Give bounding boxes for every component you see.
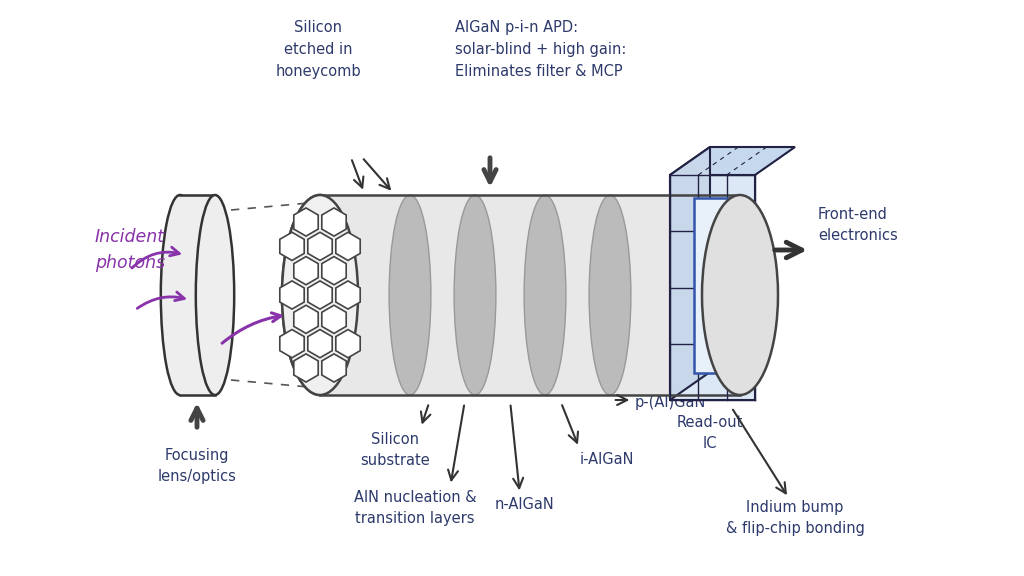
- Polygon shape: [670, 175, 755, 400]
- Text: n-AlGaN: n-AlGaN: [496, 497, 555, 512]
- Text: Front-end
electronics: Front-end electronics: [818, 207, 898, 243]
- Polygon shape: [280, 232, 304, 260]
- Polygon shape: [308, 281, 332, 309]
- Polygon shape: [294, 354, 318, 382]
- Ellipse shape: [196, 195, 234, 395]
- Polygon shape: [670, 147, 795, 175]
- Polygon shape: [336, 329, 360, 358]
- Text: i-AlGaN: i-AlGaN: [580, 452, 635, 467]
- Polygon shape: [670, 147, 710, 400]
- Polygon shape: [180, 195, 215, 395]
- Text: p-(Al)GaN: p-(Al)GaN: [635, 395, 707, 410]
- Polygon shape: [308, 329, 332, 358]
- Polygon shape: [294, 208, 318, 236]
- Polygon shape: [336, 232, 360, 260]
- Text: Read-out
IC: Read-out IC: [677, 415, 743, 451]
- Polygon shape: [336, 281, 360, 309]
- Ellipse shape: [389, 195, 431, 395]
- Polygon shape: [322, 256, 346, 285]
- Polygon shape: [322, 305, 346, 334]
- Text: Incident
photons: Incident photons: [95, 229, 165, 271]
- Ellipse shape: [161, 195, 200, 395]
- Polygon shape: [322, 354, 346, 382]
- Ellipse shape: [282, 195, 358, 395]
- Polygon shape: [294, 256, 318, 285]
- Polygon shape: [319, 195, 740, 395]
- Text: AlGaN p-i-n APD:
solar-blind + high gain:
Eliminates filter & MCP: AlGaN p-i-n APD: solar-blind + high gain…: [455, 20, 627, 79]
- Polygon shape: [280, 329, 304, 358]
- Text: Silicon
etched in
honeycomb: Silicon etched in honeycomb: [275, 20, 360, 79]
- Ellipse shape: [454, 195, 496, 395]
- Ellipse shape: [589, 195, 631, 395]
- Polygon shape: [322, 208, 346, 236]
- Polygon shape: [308, 232, 332, 260]
- Ellipse shape: [524, 195, 566, 395]
- Polygon shape: [694, 198, 729, 373]
- Text: Indium bump
& flip-chip bonding: Indium bump & flip-chip bonding: [726, 500, 864, 536]
- Polygon shape: [280, 281, 304, 309]
- Ellipse shape: [282, 195, 358, 395]
- Text: AlN nucleation &
transition layers: AlN nucleation & transition layers: [353, 490, 476, 526]
- Text: Silicon
substrate: Silicon substrate: [360, 432, 430, 468]
- Ellipse shape: [702, 195, 778, 395]
- Polygon shape: [294, 305, 318, 334]
- Text: Focusing
lens/optics: Focusing lens/optics: [158, 448, 237, 484]
